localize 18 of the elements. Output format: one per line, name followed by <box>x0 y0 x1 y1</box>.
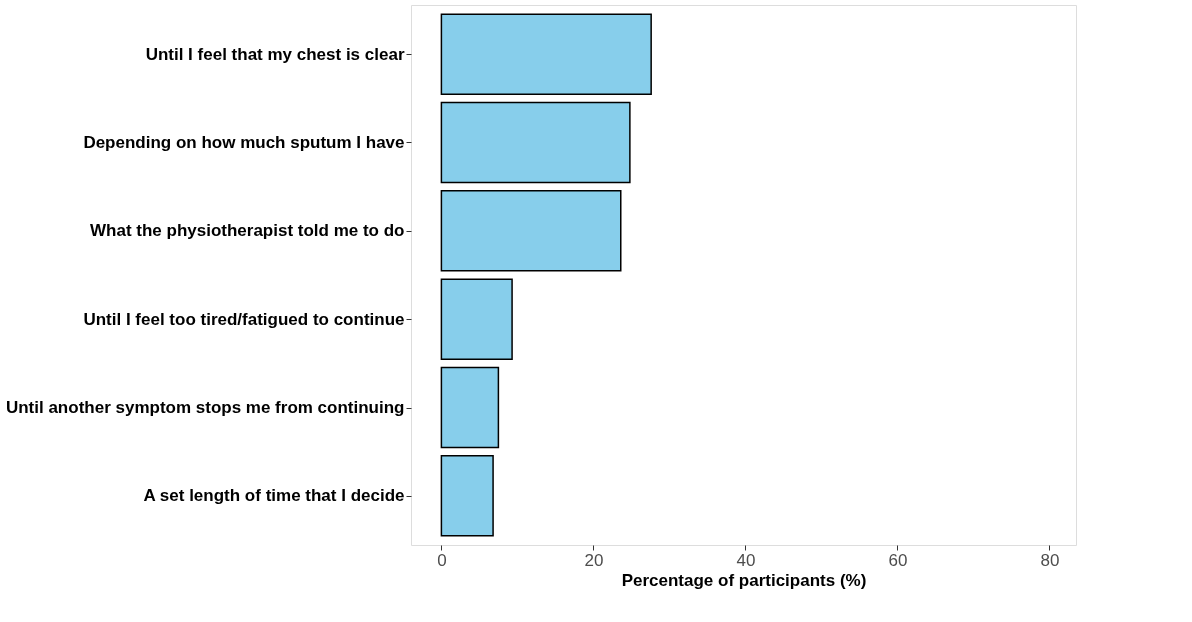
bar <box>440 366 500 449</box>
y-tick-label: What the physiotherapist told me to do <box>90 221 405 241</box>
y-tick-label: A set length of time that I decide <box>143 486 405 506</box>
y-tick-label: Until I feel too tired/fatigued to continue <box>83 309 405 329</box>
bar <box>440 13 652 95</box>
x-tick-label: 40 <box>736 550 756 570</box>
x-tick-label: 0 <box>437 550 447 570</box>
x-axis-title: Percentage of participants (%) <box>621 570 867 590</box>
x-tick-label: 80 <box>1040 550 1060 570</box>
bar <box>440 278 513 360</box>
y-tick-label: Until I feel that my chest is clear <box>145 44 405 64</box>
bar <box>440 190 622 272</box>
x-tick-label: 20 <box>584 550 604 570</box>
bar <box>440 455 494 537</box>
bar <box>440 101 631 184</box>
y-tick-label: Depending on how much sputum I have <box>83 133 405 152</box>
x-tick-label: 60 <box>888 550 908 570</box>
y-tick-label: Until another symptom stops me from continuing <box>5 398 405 417</box>
